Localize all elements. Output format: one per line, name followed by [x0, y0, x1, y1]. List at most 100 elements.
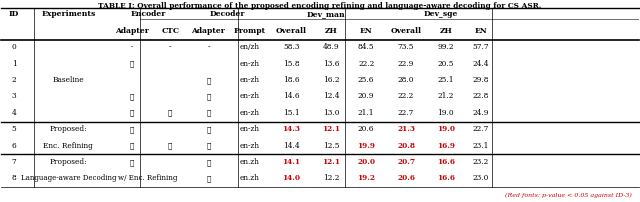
Text: 20.9: 20.9	[358, 92, 374, 100]
Text: ✓: ✓	[130, 108, 134, 116]
Text: 25.1: 25.1	[438, 76, 454, 84]
Text: 16.6: 16.6	[437, 157, 455, 165]
Text: ✓: ✓	[130, 92, 134, 100]
Text: Language-aware Decoding: Language-aware Decoding	[20, 174, 116, 182]
Text: Decoder: Decoder	[210, 10, 245, 18]
Text: ✓: ✓	[130, 157, 134, 165]
Text: 28.0: 28.0	[398, 76, 414, 84]
Text: 16.6: 16.6	[437, 174, 455, 182]
Text: w/ Enc. Refining: w/ Enc. Refining	[118, 174, 178, 182]
Text: en.zh: en.zh	[240, 174, 260, 182]
Text: 4: 4	[12, 108, 17, 116]
Text: ✓: ✓	[206, 174, 211, 182]
Text: 24.4: 24.4	[473, 59, 489, 67]
Text: ✓: ✓	[206, 141, 211, 149]
Text: 29.8: 29.8	[473, 76, 489, 84]
Text: 13.0: 13.0	[323, 108, 339, 116]
Text: 22.7: 22.7	[473, 125, 489, 133]
Text: 8: 8	[12, 174, 17, 182]
Text: ✓: ✓	[206, 76, 211, 84]
Text: Dev_man: Dev_man	[307, 10, 346, 18]
Text: 20.0: 20.0	[357, 157, 375, 165]
Text: 22.2: 22.2	[358, 59, 374, 67]
Text: 48.9: 48.9	[323, 43, 339, 51]
Text: TABLE I: Overall performance of the proposed encoding refining and language-awar: TABLE I: Overall performance of the prop…	[99, 2, 541, 10]
Text: 16.2: 16.2	[323, 76, 339, 84]
Text: EN: EN	[474, 27, 487, 35]
Text: en-zh: en-zh	[240, 141, 260, 149]
Text: 12.1: 12.1	[322, 125, 340, 133]
Text: -: -	[207, 43, 210, 51]
Text: Baseline: Baseline	[52, 76, 84, 84]
Text: Experiments: Experiments	[41, 10, 95, 18]
Text: 14.4: 14.4	[283, 141, 300, 149]
Text: 19.2: 19.2	[357, 174, 375, 182]
Text: 25.6: 25.6	[358, 76, 374, 84]
Text: 23.1: 23.1	[473, 141, 489, 149]
Text: 3: 3	[12, 92, 17, 100]
Text: ZH: ZH	[440, 27, 452, 35]
Text: 12.4: 12.4	[323, 92, 339, 100]
Text: 7: 7	[12, 157, 17, 165]
Text: en.zh: en.zh	[240, 157, 260, 165]
Text: 99.2: 99.2	[438, 43, 454, 51]
Text: ✓: ✓	[206, 108, 211, 116]
Text: en-zh: en-zh	[240, 125, 260, 133]
Text: 5: 5	[12, 125, 17, 133]
Text: Overall: Overall	[390, 27, 422, 35]
Text: 20.6: 20.6	[397, 174, 415, 182]
Text: Dev_sge: Dev_sge	[424, 10, 458, 18]
Text: 20.6: 20.6	[358, 125, 374, 133]
Text: 24.9: 24.9	[473, 108, 489, 116]
Text: 23.2: 23.2	[473, 157, 489, 165]
Text: 19.0: 19.0	[438, 108, 454, 116]
Text: Overall: Overall	[276, 27, 307, 35]
Text: -: -	[131, 43, 133, 51]
Text: 12.5: 12.5	[323, 141, 339, 149]
Text: ✓: ✓	[206, 157, 211, 165]
Text: 2: 2	[12, 76, 17, 84]
Text: 21.2: 21.2	[438, 92, 454, 100]
Text: 14.6: 14.6	[283, 92, 300, 100]
Text: 20.7: 20.7	[397, 157, 415, 165]
Text: ZH: ZH	[324, 27, 337, 35]
Text: 19.0: 19.0	[437, 125, 455, 133]
Text: en-zh: en-zh	[240, 92, 260, 100]
Text: 19.9: 19.9	[357, 141, 375, 149]
Text: ✓: ✓	[206, 92, 211, 100]
Text: en/zh: en/zh	[240, 43, 260, 51]
Text: 22.2: 22.2	[398, 92, 414, 100]
Text: ✓: ✓	[130, 59, 134, 67]
Text: EN: EN	[360, 27, 372, 35]
Text: 20.8: 20.8	[397, 141, 415, 149]
Text: 15.1: 15.1	[283, 108, 300, 116]
Text: 23.0: 23.0	[473, 174, 489, 182]
Text: 0: 0	[12, 43, 17, 51]
Text: 57.7: 57.7	[472, 43, 489, 51]
Text: Prompt: Prompt	[234, 27, 266, 35]
Text: 22.8: 22.8	[473, 92, 489, 100]
Text: 14.1: 14.1	[282, 157, 300, 165]
Text: 21.1: 21.1	[358, 108, 374, 116]
Text: 20.5: 20.5	[438, 59, 454, 67]
Text: 12.2: 12.2	[323, 174, 339, 182]
Text: 73.5: 73.5	[398, 43, 414, 51]
Text: 22.9: 22.9	[398, 59, 414, 67]
Text: ✓: ✓	[206, 125, 211, 133]
Text: 6: 6	[12, 141, 17, 149]
Text: 21.3: 21.3	[397, 125, 415, 133]
Text: 13.6: 13.6	[323, 59, 339, 67]
Text: en-zh: en-zh	[240, 76, 260, 84]
Text: en-zh: en-zh	[240, 59, 260, 67]
Text: Proposed:: Proposed:	[49, 157, 87, 165]
Text: 14.0: 14.0	[282, 174, 300, 182]
Text: CTC: CTC	[161, 27, 179, 35]
Text: 12.1: 12.1	[322, 157, 340, 165]
Text: 15.8: 15.8	[283, 59, 300, 67]
Text: ✓: ✓	[168, 108, 172, 116]
Text: 1: 1	[12, 59, 17, 67]
Text: ✓: ✓	[130, 125, 134, 133]
Text: Adapter: Adapter	[191, 27, 225, 35]
Text: 84.5: 84.5	[358, 43, 374, 51]
Text: Adapter: Adapter	[115, 27, 149, 35]
